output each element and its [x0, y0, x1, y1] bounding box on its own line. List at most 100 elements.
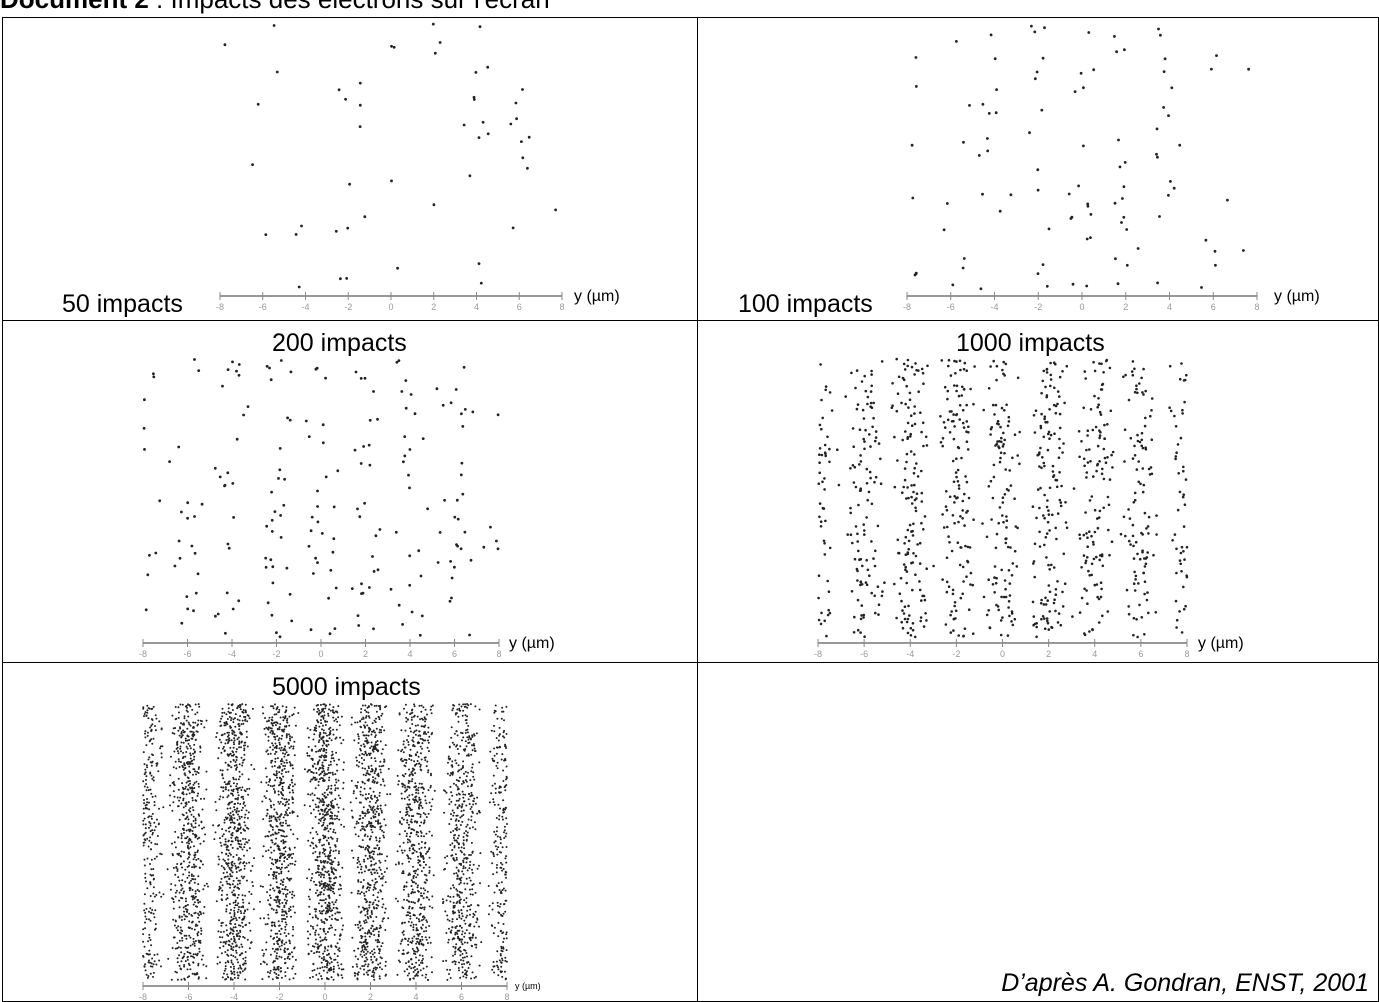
impact-point: [193, 787, 196, 789]
impact-point: [369, 787, 372, 790]
impact-point: [331, 814, 333, 817]
impact-point: [173, 732, 176, 735]
impact-point: [409, 917, 412, 920]
impact-point: [239, 954, 242, 956]
impact-point: [462, 703, 465, 706]
impact-point: [318, 951, 321, 954]
impact-point: [183, 717, 186, 720]
impact-point: [1100, 362, 1103, 366]
impact-point: [903, 605, 907, 608]
impact-point: [356, 786, 358, 789]
impact-point: [228, 814, 231, 817]
impact-point: [469, 864, 471, 867]
impact-point: [225, 853, 228, 856]
impact-point: [950, 610, 953, 613]
impact-point: [357, 735, 360, 738]
impact-point: [236, 818, 239, 821]
impact-point: [339, 933, 342, 936]
impact-point: [1054, 588, 1058, 591]
impact-point: [317, 741, 320, 743]
impact-point: [1046, 520, 1050, 524]
impact-point: [964, 544, 967, 548]
impact-point: [313, 952, 316, 955]
impact-point: [145, 880, 147, 883]
impact-point: [171, 781, 174, 784]
impact-point: [872, 557, 875, 560]
impact-point: [312, 708, 315, 711]
impact-point: [293, 894, 296, 897]
impact-point: [229, 821, 232, 824]
impact-point: [365, 921, 368, 924]
impact-point: [235, 919, 238, 922]
impact-point: [370, 910, 373, 912]
impact-point: [272, 871, 275, 874]
impact-point: [460, 926, 463, 929]
impact-point: [150, 962, 153, 965]
impact-point: [870, 384, 873, 388]
impact-point: [868, 574, 871, 577]
impact-point: [370, 860, 373, 863]
impact-point: [275, 811, 278, 814]
impact-point: [359, 924, 362, 927]
impact-point: [406, 832, 408, 835]
impact-point: [502, 947, 505, 950]
impact-point: [1045, 532, 1049, 535]
impact-point: [903, 542, 906, 545]
impact-point: [234, 904, 237, 907]
impact-point: [502, 868, 505, 870]
impact-point: [386, 855, 388, 858]
impact-point: [405, 720, 408, 723]
impact-point: [312, 772, 315, 774]
impact-point: [285, 835, 288, 838]
impact-point: [216, 732, 218, 734]
impact-point: [416, 940, 419, 943]
impact-point: [155, 963, 158, 966]
impact-point: [227, 862, 230, 865]
impact-point: [473, 925, 476, 928]
impact-point: [1086, 204, 1090, 208]
impact-point: [496, 835, 499, 838]
impact-point: [186, 968, 189, 971]
impact-point: [905, 570, 909, 573]
impact-point: [217, 863, 220, 866]
impact-point: [153, 801, 156, 803]
impact-point: [1135, 384, 1138, 387]
impact-point: [471, 749, 474, 752]
impact-point: [420, 835, 423, 838]
impact-point: [241, 719, 244, 722]
impact-point: [268, 830, 271, 833]
impact-point: [421, 935, 424, 938]
impact-point: [461, 912, 463, 915]
impact-point: [466, 831, 469, 834]
impact-point: [390, 179, 393, 183]
impact-point: [419, 765, 422, 768]
impact-point: [183, 910, 185, 913]
impact-point: [319, 876, 322, 878]
impact-point: [1043, 415, 1047, 418]
impact-point: [1142, 483, 1146, 487]
impact-point: [913, 483, 916, 487]
impact-point: [957, 484, 961, 487]
impact-point: [1184, 478, 1188, 481]
impact-point: [187, 777, 190, 780]
impact-point: [909, 435, 912, 438]
impact-point: [971, 632, 975, 635]
impact-point: [306, 877, 309, 880]
impact-point: [460, 846, 463, 849]
impact-point: [500, 945, 503, 948]
impact-point: [399, 942, 402, 945]
impact-point: [992, 359, 995, 363]
impact-point: [272, 875, 275, 878]
impact-point: [1144, 416, 1147, 420]
impact-point: [1101, 614, 1104, 618]
impact-point: [178, 915, 181, 918]
impact-point: [372, 858, 375, 861]
impact-point: [378, 840, 381, 843]
impact-point: [273, 843, 276, 846]
impact-point: [244, 951, 247, 953]
impact-point: [465, 775, 468, 778]
impact-point: [1106, 456, 1109, 459]
impact-point: [1085, 284, 1089, 288]
impact-point: [193, 768, 196, 771]
impact-point: [274, 774, 277, 777]
